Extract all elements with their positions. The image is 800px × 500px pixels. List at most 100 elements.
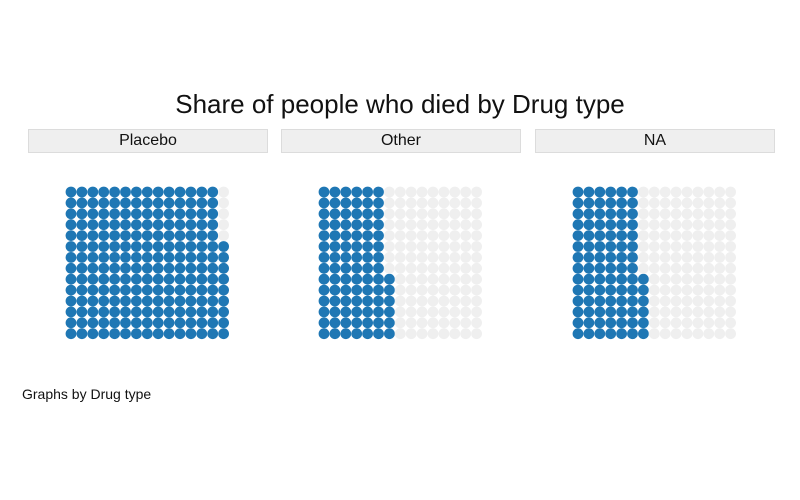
waffle-dot-empty (471, 328, 482, 340)
waffle-dot-empty (659, 284, 671, 296)
waffle-dot-empty (460, 197, 472, 209)
waffle-dot-filled (196, 273, 208, 285)
waffle-dot-empty (427, 197, 439, 209)
waffle-dot-empty (471, 208, 482, 220)
waffle-dot-empty (427, 295, 439, 307)
waffle-dot-filled (131, 317, 142, 329)
waffle-dot-filled (98, 197, 110, 209)
waffle-dot-filled (218, 241, 230, 252)
waffle-dot-empty (471, 219, 482, 231)
waffle-dot-empty (638, 186, 649, 198)
waffle-dot-empty (384, 252, 395, 263)
waffle-dot-empty (416, 262, 428, 274)
waffle-dot-empty (394, 208, 406, 220)
waffle-dot-filled (141, 208, 153, 220)
waffle-dot-empty (416, 273, 428, 285)
waffle-dot-empty (692, 284, 704, 296)
waffle-dot-empty (638, 262, 649, 274)
waffle-dot-empty (703, 241, 715, 252)
waffle-dot-filled (120, 273, 131, 285)
waffle-dot-empty (405, 284, 417, 296)
waffle-dot-empty (460, 252, 472, 263)
waffle-dot-filled (616, 262, 627, 274)
waffle-dot-filled (638, 284, 649, 296)
waffle-dot-empty (427, 328, 439, 340)
waffle-dot-filled (65, 317, 77, 329)
waffle-dot-empty (670, 306, 682, 318)
waffle-dot-empty (471, 273, 482, 285)
waffle-dot-empty (405, 273, 417, 285)
waffle-dot-empty (416, 284, 428, 296)
waffle-dot-filled (174, 186, 186, 198)
waffle-dot-empty (460, 186, 472, 198)
waffle-dot-filled (218, 295, 230, 307)
waffle-dot-filled (605, 295, 617, 307)
waffle-dot-empty (670, 273, 682, 285)
waffle-dot-filled (616, 284, 627, 296)
waffle-dot-filled (340, 273, 352, 285)
waffle-dot-filled (362, 208, 373, 220)
waffle-dot-empty (427, 230, 439, 242)
waffle-dot-filled (583, 208, 595, 220)
waffle-dot-filled (98, 273, 110, 285)
waffle-dot-filled (185, 328, 197, 340)
waffle-dot-filled (594, 219, 606, 231)
waffle-dot-empty (394, 262, 406, 274)
waffle-dot-filled (207, 328, 219, 340)
waffle-dot-filled (65, 284, 77, 296)
waffle-dot-filled (87, 273, 99, 285)
waffle-dot-empty (449, 317, 461, 329)
waffle-dot-filled (627, 295, 638, 307)
waffle-dot-filled (373, 273, 384, 285)
waffle-dot-filled (185, 306, 197, 318)
waffle-dot-filled (98, 241, 110, 252)
waffle-dot-filled (572, 306, 584, 318)
waffle-dot-filled (627, 241, 638, 252)
waffle-dot-filled (98, 230, 110, 242)
waffle-dot-filled (638, 295, 649, 307)
waffle-dot-filled (594, 252, 606, 263)
waffle-dot-empty (703, 186, 715, 198)
waffle-dot-filled (616, 219, 627, 231)
waffle-dot-filled (163, 328, 175, 340)
waffle-dot-filled (627, 219, 638, 231)
waffle-dot-empty (714, 317, 726, 329)
waffle-dot-filled (207, 208, 219, 220)
waffle-dot-empty (471, 241, 482, 252)
waffle-dot-filled (163, 186, 175, 198)
waffle-dot-filled (87, 295, 99, 307)
waffle-dot-empty (725, 306, 736, 318)
waffle-dot-filled (109, 186, 120, 198)
waffle-dot-filled (340, 284, 352, 296)
waffle-dot-filled (98, 186, 110, 198)
waffle-dot-filled (141, 219, 153, 231)
waffle-dot-empty (449, 295, 461, 307)
waffle-dot-filled (131, 219, 142, 231)
waffle-dot-filled (120, 186, 131, 198)
waffle-dot-empty (394, 230, 406, 242)
waffle-dot-empty (670, 230, 682, 242)
waffle-dot-filled (174, 262, 186, 274)
waffle-dot-filled (340, 219, 352, 231)
waffle-dot-empty (648, 252, 660, 263)
waffle-dot-filled (87, 219, 99, 231)
waffle-dot-empty (460, 295, 472, 307)
waffle-dot-filled (583, 219, 595, 231)
waffle-dot-empty (394, 284, 406, 296)
waffle-dot-empty (703, 208, 715, 220)
waffle-dot-filled (76, 284, 88, 296)
waffle-dot-filled (340, 252, 352, 263)
waffle-dot-filled (196, 284, 208, 296)
waffle-dot-filled (340, 186, 352, 198)
waffle-dot-filled (76, 295, 88, 307)
waffle-dot-empty (460, 273, 472, 285)
waffle-dot-filled (152, 252, 164, 263)
waffle-dot-filled (627, 197, 638, 209)
waffle-dot-filled (616, 241, 627, 252)
waffle-dot-filled (196, 241, 208, 252)
waffle-dot-empty (714, 230, 726, 242)
waffle-dot-filled (318, 208, 330, 220)
waffle-dot-filled (329, 219, 341, 231)
waffle-dot-empty (648, 197, 660, 209)
